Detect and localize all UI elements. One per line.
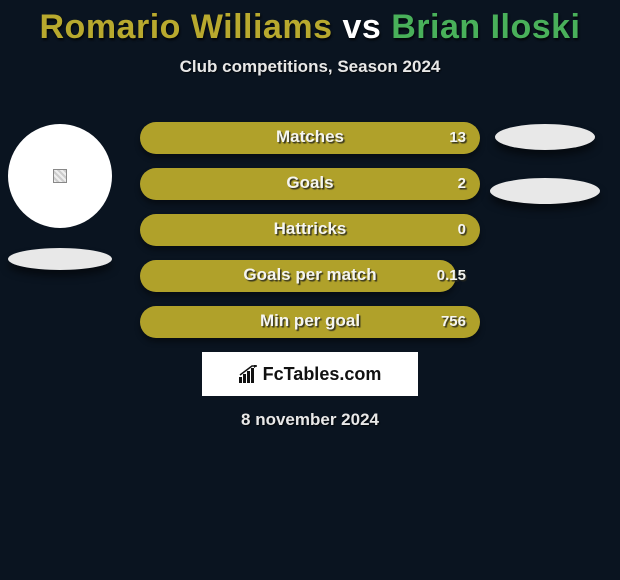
bar-value: 756 bbox=[441, 313, 466, 330]
player2-avatar-body bbox=[490, 178, 600, 204]
bar-label: Goals bbox=[286, 173, 333, 193]
bar-value: 13 bbox=[449, 129, 466, 146]
bar-label: Matches bbox=[276, 127, 344, 147]
bar-label: Goals per match bbox=[243, 265, 376, 285]
vs-text: vs bbox=[342, 8, 381, 46]
stat-row-min-per-goal: Min per goal 756 bbox=[140, 306, 480, 338]
branding-box: FcTables.com bbox=[202, 352, 418, 396]
player1-avatar-circle bbox=[8, 124, 112, 228]
branding-text: FcTables.com bbox=[263, 364, 382, 385]
date-text: 8 november 2024 bbox=[0, 410, 620, 430]
bar-value: 0.15 bbox=[437, 267, 466, 284]
comparison-title: Romario Williams vs Brian Iloski bbox=[0, 0, 620, 47]
bar-value: 0 bbox=[458, 221, 466, 238]
subtitle: Club competitions, Season 2024 bbox=[0, 57, 620, 77]
stat-row-matches: Matches 13 bbox=[140, 122, 480, 154]
stat-row-goals-per-match: Goals per match 0.15 bbox=[140, 260, 480, 292]
bar-label: Min per goal bbox=[260, 311, 360, 331]
stat-row-goals: Goals 2 bbox=[140, 168, 480, 200]
bar-label: Hattricks bbox=[274, 219, 347, 239]
fctables-logo-icon bbox=[239, 365, 259, 383]
stat-row-hattricks: Hattricks 0 bbox=[140, 214, 480, 246]
player1-avatar-shadow bbox=[8, 248, 112, 270]
stat-bars: Matches 13 Goals 2 Hattricks 0 Goals per… bbox=[140, 122, 480, 352]
player2-name: Brian Iloski bbox=[391, 8, 580, 46]
player2-avatar bbox=[495, 124, 600, 204]
bar-value: 2 bbox=[458, 175, 466, 192]
missing-image-icon bbox=[53, 169, 67, 183]
player1-name: Romario Williams bbox=[40, 8, 333, 46]
player2-avatar-head bbox=[495, 124, 595, 150]
player1-avatar bbox=[8, 124, 112, 270]
